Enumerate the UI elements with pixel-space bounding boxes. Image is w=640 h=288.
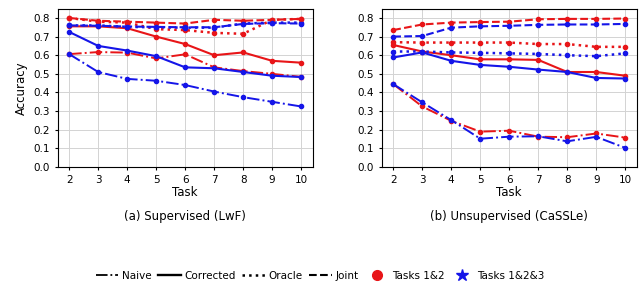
- Text: (a) Supervised (LwF): (a) Supervised (LwF): [124, 210, 246, 223]
- X-axis label: Task: Task: [497, 186, 522, 199]
- Y-axis label: Accuracy: Accuracy: [15, 61, 28, 115]
- Text: (b) Unsupervised (CaSSLe): (b) Unsupervised (CaSSLe): [430, 210, 588, 223]
- Legend: Naive, Corrected, Oracle, Joint, Tasks 1&2, Tasks 1&2&3: Naive, Corrected, Oracle, Joint, Tasks 1…: [93, 269, 547, 283]
- X-axis label: Task: Task: [172, 186, 198, 199]
